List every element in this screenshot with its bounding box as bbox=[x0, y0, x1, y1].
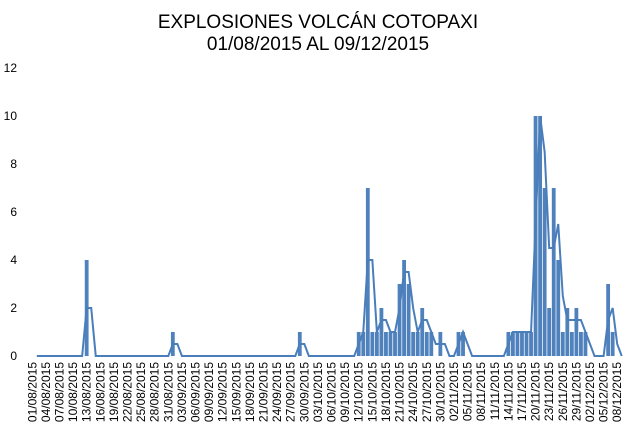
bar bbox=[579, 332, 583, 356]
bar bbox=[565, 308, 570, 356]
x-tick-label: 30/10/2015 bbox=[433, 362, 447, 422]
x-tick-label: 09/10/2015 bbox=[338, 362, 352, 422]
x-tick-label: 17/11/2015 bbox=[515, 362, 529, 421]
x-tick-label: 25/08/2015 bbox=[134, 362, 148, 422]
x-tick-label: 08/11/2015 bbox=[474, 362, 488, 421]
bar bbox=[574, 308, 579, 356]
bar bbox=[370, 332, 375, 356]
x-tick-label: 18/09/2015 bbox=[243, 362, 257, 422]
x-tick-label: 20/11/2015 bbox=[529, 362, 543, 421]
bar bbox=[411, 332, 416, 356]
y-tick-label: 2 bbox=[10, 301, 17, 315]
x-tick-label: 15/10/2015 bbox=[365, 362, 379, 422]
bar bbox=[583, 332, 588, 356]
x-tick-label: 15/09/2015 bbox=[229, 362, 243, 422]
bar bbox=[420, 308, 425, 356]
trend-line bbox=[36, 115, 623, 357]
y-tick-label: 12 bbox=[4, 61, 18, 75]
bar bbox=[529, 332, 533, 356]
x-tick-label: 30/09/2015 bbox=[297, 362, 311, 422]
x-tick-label: 13/08/2015 bbox=[80, 362, 94, 422]
bar bbox=[397, 284, 402, 356]
bar bbox=[393, 332, 397, 356]
x-tick-label: 11/11/2015 bbox=[488, 362, 502, 421]
bar bbox=[406, 284, 411, 356]
x-tick-label: 01/08/2015 bbox=[25, 362, 39, 422]
x-tick-label: 06/09/2015 bbox=[189, 362, 203, 422]
bar bbox=[374, 332, 379, 356]
bar bbox=[361, 332, 366, 356]
bar bbox=[379, 308, 384, 356]
x-tick-label: 27/09/2015 bbox=[284, 362, 298, 422]
y-tick-label: 0 bbox=[10, 349, 17, 363]
x-tick-label: 07/08/2015 bbox=[52, 362, 66, 422]
x-tick-label: 10/08/2015 bbox=[66, 362, 80, 422]
bar bbox=[569, 332, 574, 356]
x-tick-label: 02/12/2015 bbox=[583, 362, 597, 422]
bar bbox=[461, 332, 465, 356]
x-tick-label: 05/11/2015 bbox=[461, 362, 475, 421]
x-tick-label: 28/08/2015 bbox=[148, 362, 162, 422]
x-tick-label: 23/11/2015 bbox=[542, 362, 556, 421]
x-tick-label: 14/11/2015 bbox=[501, 362, 515, 421]
x-tick-label: 24/09/2015 bbox=[270, 362, 284, 422]
bar bbox=[511, 332, 515, 356]
x-tick-label: 08/12/2015 bbox=[610, 362, 624, 422]
bar bbox=[547, 308, 552, 356]
x-tick-label: 09/09/2015 bbox=[202, 362, 216, 422]
x-tick-label: 31/08/2015 bbox=[161, 362, 175, 422]
x-tick-label: 21/09/2015 bbox=[257, 362, 271, 422]
bar bbox=[515, 332, 520, 356]
x-tick-label: 26/11/2015 bbox=[556, 362, 570, 421]
bar bbox=[520, 332, 524, 356]
chart-title: EXPLOSIONES VOLCÁN COTOPAXI bbox=[158, 12, 478, 33]
x-tick-label: 12/09/2015 bbox=[216, 362, 230, 422]
bar bbox=[524, 332, 529, 356]
bar bbox=[388, 332, 393, 356]
x-tick-label: 16/08/2015 bbox=[93, 362, 107, 422]
y-tick-label: 4 bbox=[10, 253, 17, 267]
x-tick-label: 29/11/2015 bbox=[569, 362, 583, 421]
bar bbox=[556, 260, 561, 356]
bar bbox=[402, 260, 406, 356]
x-tick-label: 18/10/2015 bbox=[379, 362, 393, 422]
bar bbox=[384, 332, 388, 356]
x-tick-label: 05/12/2015 bbox=[597, 362, 611, 422]
x-tick-label: 21/10/2015 bbox=[393, 362, 407, 422]
x-tick-label: 19/08/2015 bbox=[107, 362, 121, 422]
x-tick-label: 03/09/2015 bbox=[175, 362, 189, 422]
x-tick-label: 03/10/2015 bbox=[311, 362, 325, 422]
y-tick-label: 6 bbox=[10, 205, 17, 219]
y-tick-label: 10 bbox=[4, 109, 18, 123]
bar bbox=[551, 188, 556, 356]
x-tick-label: 06/10/2015 bbox=[325, 362, 339, 422]
bar bbox=[560, 332, 565, 356]
x-tick-label: 02/11/2015 bbox=[447, 362, 461, 421]
x-tick-label: 04/08/2015 bbox=[39, 362, 53, 422]
x-tick-label: 12/10/2015 bbox=[352, 362, 366, 422]
bar bbox=[424, 332, 429, 356]
y-tick-label: 8 bbox=[10, 157, 17, 171]
x-tick-label: 22/08/2015 bbox=[120, 362, 134, 422]
x-tick-label: 24/10/2015 bbox=[406, 362, 420, 422]
bar bbox=[610, 332, 615, 356]
bar bbox=[429, 332, 434, 356]
chart-subtitle: 01/08/2015 AL 09/12/2015 bbox=[207, 34, 429, 55]
x-tick-label: 27/10/2015 bbox=[420, 362, 434, 422]
bar bbox=[415, 332, 420, 356]
bar bbox=[538, 116, 543, 356]
bar bbox=[542, 188, 547, 356]
